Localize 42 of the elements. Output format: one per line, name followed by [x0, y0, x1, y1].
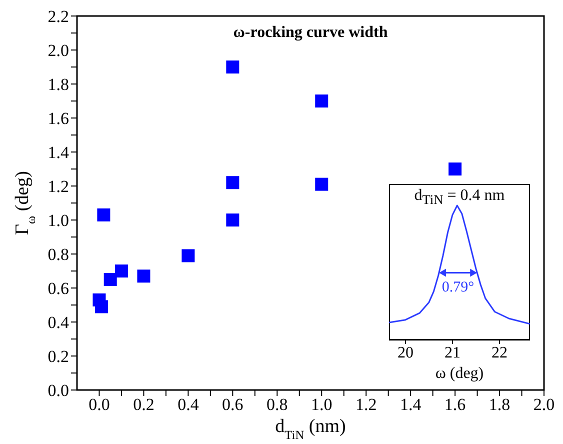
point: [226, 214, 240, 226]
x-tick-label: 0.0: [88, 395, 110, 414]
y-tick-label: 1.0: [48, 211, 69, 230]
x-tick-label: 0.4: [178, 395, 200, 414]
y-tick-label: 2.0: [48, 41, 69, 60]
y-tick-label: 1.6: [48, 109, 69, 128]
point: [137, 270, 150, 283]
x-tick-label: 1.4: [400, 395, 422, 414]
x-tick-label: 21: [444, 344, 460, 362]
y-tick-label: 0.8: [48, 245, 69, 264]
y-tick-label: 2.2: [48, 7, 69, 26]
y-tick-label: 1.2: [48, 177, 69, 196]
x-axis-title: ω (deg): [435, 365, 484, 382]
point: [114, 264, 128, 278]
x-axis-title: d$_{TiN}$ (nm): [275, 416, 346, 442]
x-tick-label: 1.8: [488, 395, 510, 414]
x-tick-label: 0.6: [222, 395, 244, 414]
x-tick-label: 2.0: [533, 395, 555, 414]
text: ω-rocking curve width: [232, 24, 389, 42]
x-tick-label: 0.8: [266, 395, 288, 414]
y-tick-label: 0.0: [48, 381, 69, 400]
x-tick-label: 22: [491, 344, 508, 362]
y-tick-label: 0.6: [48, 279, 69, 298]
point: [315, 178, 328, 191]
x-tick-label: 1.0: [310, 395, 332, 414]
annotation: 0.79°: [442, 279, 474, 296]
y-tick-label: 1.4: [48, 143, 70, 162]
x-tick-label: 0.2: [133, 395, 154, 414]
y-tick-label: 1.8: [48, 75, 69, 94]
x-tick-label: 1.6: [444, 395, 466, 414]
chart-title: d$_{TiN}$ = 0.4 nm: [413, 187, 506, 208]
point: [226, 60, 240, 74]
point: [94, 300, 108, 314]
x-tick-label: 1.2: [355, 395, 377, 414]
point: [182, 249, 195, 262]
y-tick-label: 0.4: [48, 313, 70, 332]
point: [104, 273, 117, 286]
point: [97, 208, 110, 222]
point: [315, 94, 328, 108]
point: [226, 176, 240, 190]
point: [448, 162, 462, 176]
x-tick-label: 20: [397, 344, 414, 362]
